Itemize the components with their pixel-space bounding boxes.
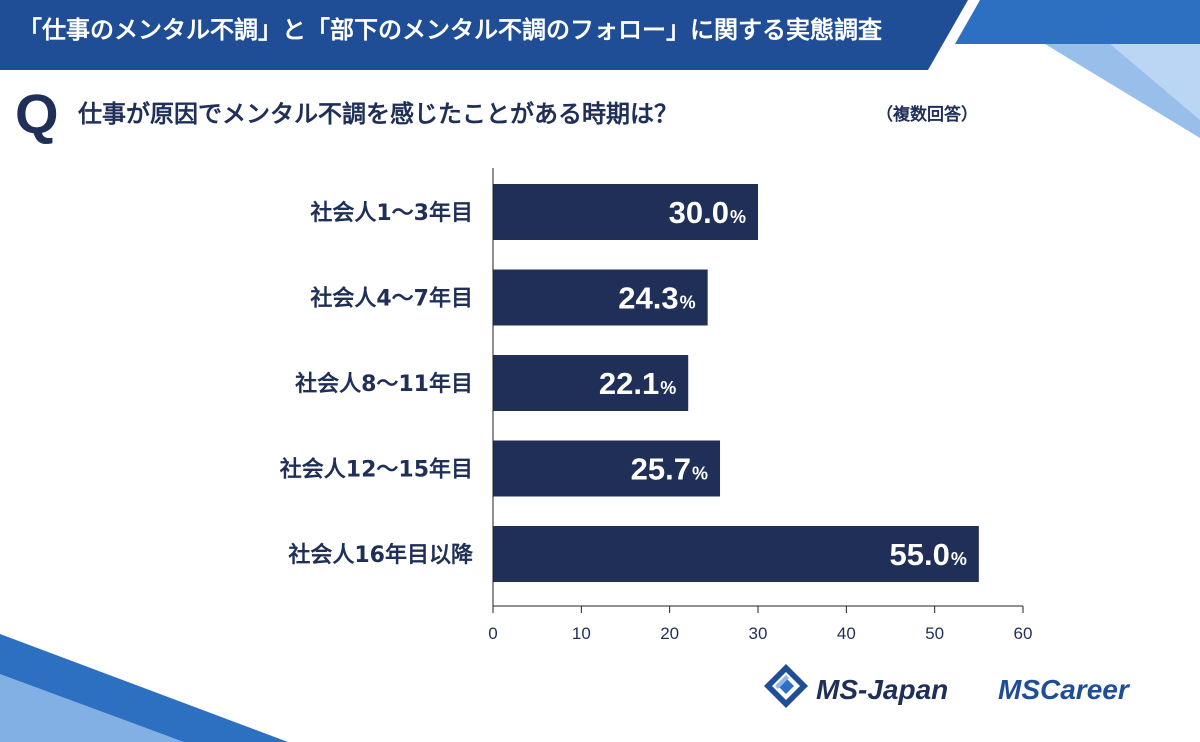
data-label: 55.0% bbox=[889, 537, 966, 572]
bar bbox=[493, 269, 708, 326]
data-label: 22.1% bbox=[599, 366, 676, 401]
question-mark: Q bbox=[15, 82, 59, 145]
question-text: 仕事が原因でメンタル不調を感じたことがある時期は？ bbox=[78, 100, 678, 128]
data-label-unit: % bbox=[660, 378, 676, 398]
data-label-unit: % bbox=[692, 464, 708, 484]
ms-career-suffix: Career bbox=[1040, 674, 1129, 705]
x-tick-label: 60 bbox=[1014, 624, 1033, 643]
category-label: 社会人12～15年目 bbox=[280, 457, 473, 483]
data-label-unit: % bbox=[730, 207, 746, 227]
header-banner bbox=[0, 0, 968, 70]
bar bbox=[493, 355, 689, 411]
data-label-value: 24.3 bbox=[618, 281, 678, 316]
ms-japan-logo-text: MS-Japan bbox=[816, 674, 949, 705]
header-corner-lighter bbox=[1110, 44, 1200, 120]
header-title: 「仕事のメンタル不調」と「部下のメンタル不調のフォロー」に関する実態調査 bbox=[18, 16, 882, 44]
data-label: 30.0% bbox=[669, 195, 746, 230]
ms-career-logo: MSCareer bbox=[998, 674, 1129, 706]
ms-career-prefix: MS bbox=[998, 674, 1040, 705]
data-label-value: 25.7 bbox=[631, 452, 691, 487]
x-tick-label: 10 bbox=[572, 624, 591, 643]
data-label-value: 30.0 bbox=[669, 195, 729, 230]
category-label: 社会人16年目以降 bbox=[288, 542, 474, 568]
bar bbox=[493, 440, 721, 497]
data-label-unit: % bbox=[951, 549, 967, 569]
x-tick-label: 0 bbox=[488, 624, 497, 643]
category-label: 社会人1～3年目 bbox=[310, 200, 473, 226]
bar bbox=[493, 526, 979, 582]
bar bbox=[493, 184, 758, 240]
header-corner-accent bbox=[955, 0, 1200, 44]
data-label-value: 22.1 bbox=[599, 366, 659, 401]
category-label: 社会人8～11年目 bbox=[295, 371, 473, 397]
x-tick-label: 50 bbox=[925, 624, 944, 643]
ms-japan-logo-mark bbox=[764, 664, 808, 708]
data-label-unit: % bbox=[680, 293, 696, 313]
category-label: 社会人4～7年目 bbox=[310, 286, 473, 312]
x-tick-label: 30 bbox=[749, 624, 768, 643]
data-label-value: 55.0 bbox=[889, 537, 949, 572]
x-tick-label: 40 bbox=[837, 624, 856, 643]
footer-corner-light bbox=[0, 674, 184, 742]
data-label: 25.7% bbox=[631, 452, 708, 487]
x-tick-label: 20 bbox=[660, 624, 679, 643]
data-label: 24.3% bbox=[618, 281, 695, 316]
question-note: （複数回答） bbox=[876, 105, 978, 125]
